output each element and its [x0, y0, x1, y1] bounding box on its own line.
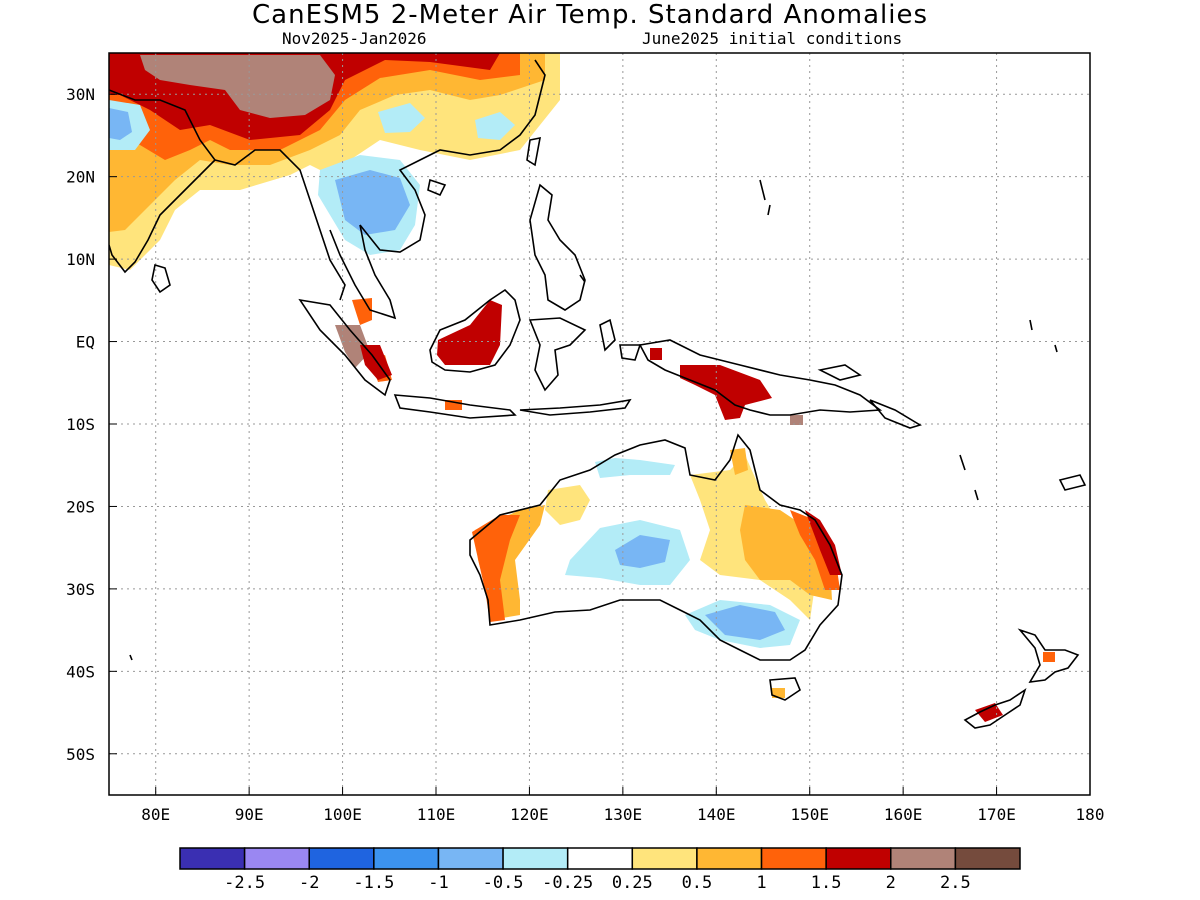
colorbar-swatch	[308, 847, 375, 870]
shade-indochina-cool-dark	[335, 170, 410, 235]
coast-lesser-sunda	[519, 398, 632, 416]
lon-tick-label: 120E	[510, 805, 549, 824]
colorbar-label: -1.5	[353, 873, 394, 893]
shade-borneo-red	[437, 300, 502, 365]
lon-tick-label: 170E	[977, 805, 1016, 824]
shade-australia-orange-east	[730, 448, 832, 600]
colorbar-swatch	[890, 847, 957, 870]
shade-china-cool	[378, 103, 515, 140]
lon-tick-label: 80E	[141, 805, 170, 824]
shade-newguinea-brown	[790, 415, 803, 425]
colorbar-label: 1.5	[811, 873, 842, 893]
coast-borneo	[429, 288, 521, 373]
shade-india-cool-dark	[109, 108, 132, 140]
shade-nz-north-orange	[1043, 652, 1055, 662]
colorbar-label: -0.5	[483, 873, 524, 893]
anomaly-shading	[109, 53, 1055, 722]
coast-malay-peninsula	[329, 224, 397, 320]
colorbar-swatch	[373, 847, 440, 870]
lat-tick-label: 30N	[66, 85, 95, 104]
shade-sumatra-brown	[335, 325, 370, 368]
colorbar-label: 2	[886, 873, 896, 893]
shade-nz-south-red	[975, 703, 1003, 722]
colorbar-swatch	[825, 847, 892, 870]
lon-tick-label: 160E	[884, 805, 923, 824]
coast-australia	[469, 433, 843, 661]
latitude-labels: 30N 20N 10N EQ 10S 20S 30S 40S 50S	[66, 85, 95, 764]
initial-conditions: June2025 initial conditions	[642, 29, 903, 48]
longitude-labels: 80E 90E 100E 110E 120E 130E 140E 150E 160E 170E 18…	[141, 805, 1104, 824]
shade-newguinea-red	[650, 348, 772, 420]
shade-australia-lightyellow	[545, 455, 815, 620]
lon-tick-label: 110E	[417, 805, 456, 824]
lon-tick-label: 180	[1076, 805, 1105, 824]
map-gridlines	[109, 53, 1090, 795]
colorbar-swatch	[566, 847, 634, 870]
coastlines	[109, 59, 1087, 729]
colorbar-swatch	[696, 847, 763, 870]
coast-solomons	[869, 399, 922, 429]
shade-australia-cool-south-dark	[705, 605, 785, 640]
lat-tick-label: 10N	[66, 250, 95, 269]
coast-sulawesi	[528, 317, 587, 392]
coast-bay-of-bengal-east	[214, 149, 346, 301]
lat-tick-label: 30S	[66, 580, 95, 599]
colorbar-swatch	[760, 847, 827, 870]
lon-tick-label: 140E	[697, 805, 736, 824]
coast-sumatra	[298, 298, 391, 397]
coast-java	[393, 394, 517, 419]
coast-nz-north	[1017, 628, 1080, 684]
lon-tick-label: 100E	[323, 805, 362, 824]
colorbar-swatch	[179, 847, 246, 870]
colorbar-swatch	[502, 847, 569, 870]
colorbar-label: -2	[299, 873, 319, 893]
shade-australia-deeporange-west	[472, 515, 520, 622]
coast-srilanka	[151, 263, 171, 294]
colorbar-label: -2.5	[224, 873, 265, 893]
coast-nz-south	[963, 688, 1027, 729]
lat-tick-label: 50S	[66, 745, 95, 764]
coast-tasmania	[769, 677, 801, 701]
coast-new-britain	[817, 364, 862, 381]
map-title: CanESM5 2-Meter Air Temp. Standard Anoma…	[252, 0, 928, 30]
colorbar-label: 0.5	[682, 873, 713, 893]
colorbar-label: 2.5	[940, 873, 971, 893]
axis-ticks	[109, 93, 1091, 795]
lat-tick-label: 20S	[66, 497, 95, 516]
coast-china-south	[427, 178, 447, 197]
colorbar-label: -1	[428, 873, 448, 893]
lat-tick-label: 40S	[66, 662, 95, 681]
colorbar-labels: -2.5 -2 -1.5 -1 -0.5 -0.25 0.25 0.5 1 1.5 2 2.5	[224, 873, 971, 893]
shade-tibet-brown	[140, 55, 335, 118]
shade-australia-cool-center-dark	[615, 535, 670, 568]
coast-taiwan	[526, 136, 542, 167]
colorbar-label: 1	[756, 873, 766, 893]
shade-australia-deeporange-east	[790, 510, 840, 590]
shade-australia-red-east	[805, 510, 842, 575]
coast-indochina	[359, 59, 546, 253]
colorbar-label: 0.25	[612, 873, 653, 893]
shade-sumatra-warm	[352, 298, 462, 410]
lon-tick-label: 150E	[790, 805, 829, 824]
forecast-period: Nov2025-Jan2026	[282, 29, 427, 48]
shade-australia-cool-north	[595, 458, 675, 478]
lat-tick-label: 20N	[66, 168, 95, 187]
coast-new-guinea	[638, 339, 883, 416]
lon-tick-label: 130E	[604, 805, 643, 824]
lat-tick-label: EQ	[76, 333, 95, 352]
lon-tick-label: 90E	[235, 805, 264, 824]
colorbar-swatch	[954, 847, 1021, 870]
coast-pacific-islands	[759, 179, 1087, 501]
colorbar-swatch	[437, 847, 504, 870]
colorbar	[179, 847, 1021, 870]
coast-maluku	[599, 318, 642, 361]
colorbar-label: -0.25	[542, 873, 593, 893]
coast-indian-ocean-islands	[129, 274, 586, 661]
coast-philippines	[529, 183, 586, 311]
colorbar-swatch	[243, 847, 310, 870]
colorbar-swatch	[631, 847, 698, 870]
lat-tick-label: 10S	[66, 415, 95, 434]
coast-india	[109, 89, 217, 274]
